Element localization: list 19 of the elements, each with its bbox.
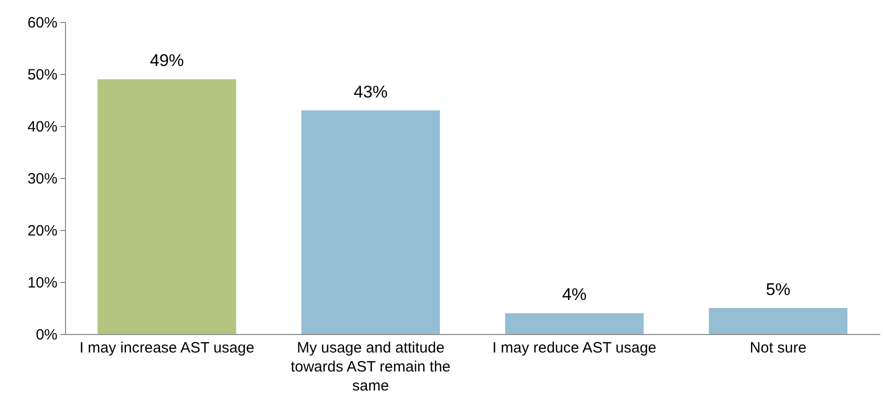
data-label: 4% [562, 285, 587, 304]
x-tick-label: I may reduce AST usage [492, 340, 656, 356]
y-tick-label: 60% [27, 14, 58, 32]
bar [301, 110, 440, 334]
bar [708, 308, 848, 334]
data-label: 5% [766, 280, 790, 299]
bar [98, 79, 236, 334]
y-tick-label: 50% [27, 66, 58, 84]
y-tick-label: 20% [27, 222, 58, 240]
x-tick-label: I may increase AST usage [79, 340, 254, 356]
data-label: 49% [150, 51, 184, 70]
bar [505, 313, 644, 334]
y-tick-label: 10% [27, 274, 58, 292]
y-tick-label: 0% [36, 326, 58, 344]
x-tick-label: My usage and attitude towards AST remain the same [290, 340, 451, 394]
y-tick-label: 40% [27, 118, 58, 136]
x-tick-label: Not sure [750, 340, 806, 356]
y-tick-label: 30% [27, 170, 58, 188]
data-label: 43% [354, 82, 388, 102]
